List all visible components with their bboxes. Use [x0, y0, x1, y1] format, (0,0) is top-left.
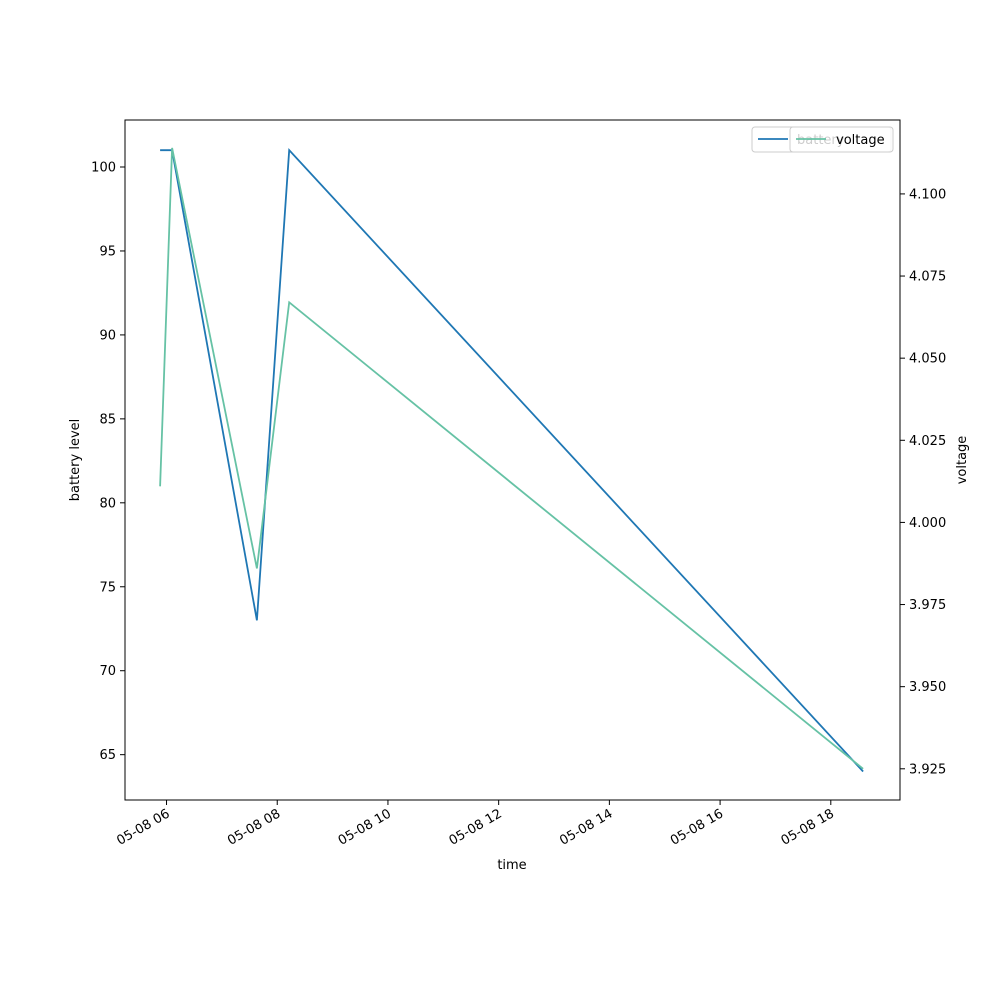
- left-y-tick-label: 70: [99, 664, 116, 679]
- right-y-tick-label: 3.950: [909, 680, 946, 695]
- left-y-tick-label: 65: [99, 748, 116, 763]
- left-y-tick-label: 90: [99, 328, 116, 343]
- right-y-tick-label: 3.975: [909, 598, 946, 613]
- right-y-tick-label: 4.100: [909, 187, 946, 202]
- legend-label-voltage: voltage: [836, 133, 885, 148]
- x-axis-title: time: [497, 858, 526, 873]
- right-axis-title: voltage: [955, 436, 970, 485]
- right-y-tick-label: 4.000: [909, 516, 946, 531]
- right-y-tick-label: 4.025: [909, 434, 946, 449]
- right-y-tick-label: 3.925: [909, 762, 946, 777]
- series-line-voltage: [159, 147, 864, 770]
- left-y-tick-label: 95: [99, 244, 116, 259]
- right-y-tick-label: 4.075: [909, 270, 946, 285]
- left-y-tick-label: 85: [99, 412, 116, 427]
- legend-box-voltage: [789, 126, 894, 153]
- right-y-tick-label: 4.050: [909, 352, 946, 367]
- series-line-battery: [160, 148, 864, 773]
- left-axis-title: battery level: [68, 419, 83, 502]
- left-y-tick-label: 75: [99, 580, 116, 595]
- left-y-tick-label: 80: [99, 496, 116, 511]
- legend: batteryvoltage: [751, 126, 894, 153]
- left-y-tick-label: 100: [91, 161, 116, 176]
- plot-frame: [124, 119, 901, 801]
- series-layer: [159, 147, 864, 773]
